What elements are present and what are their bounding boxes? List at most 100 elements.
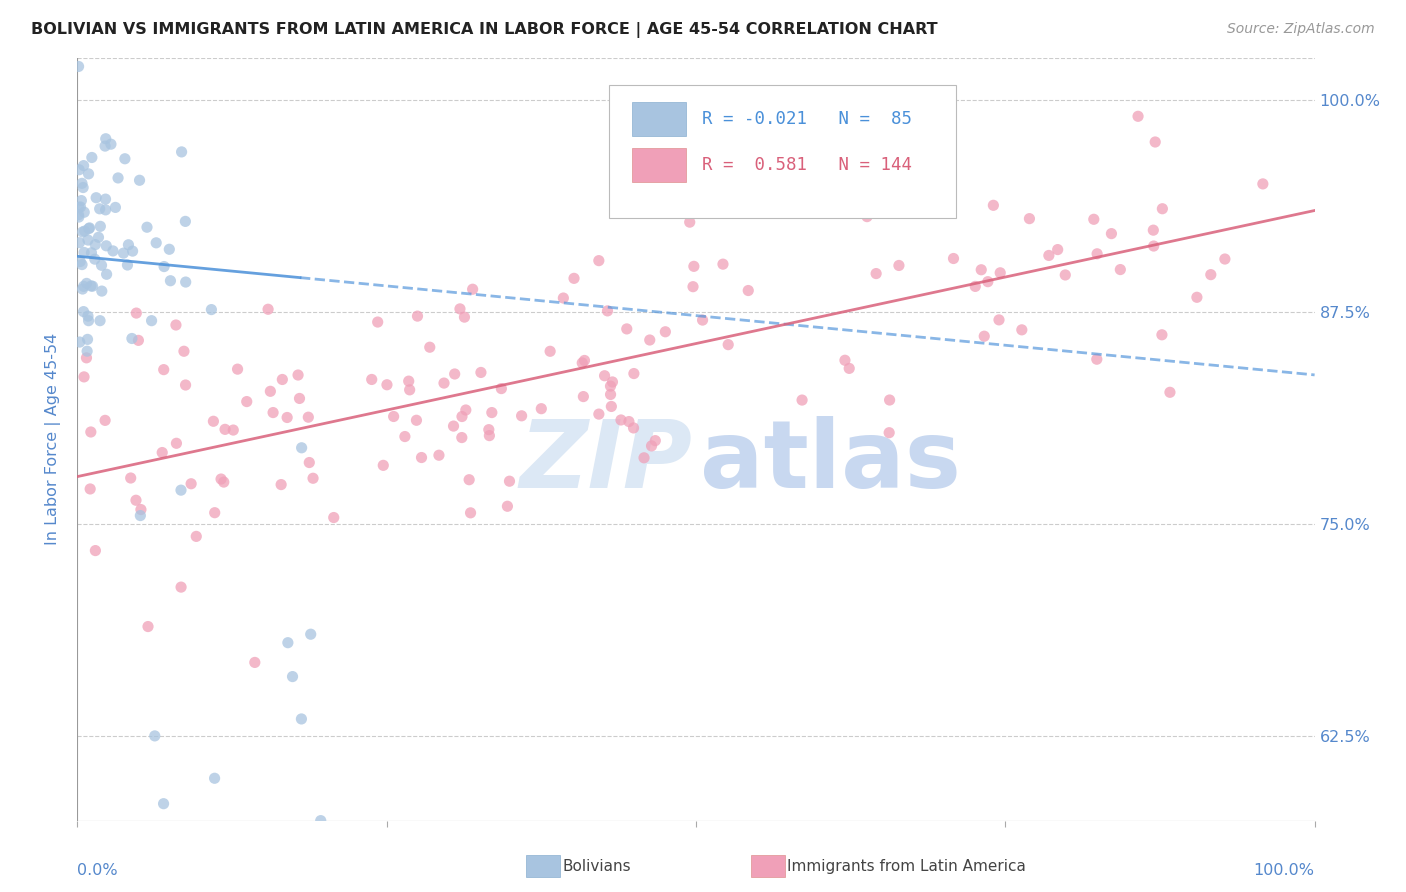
Point [67,162,90,177]
Point [481,406,503,420]
Point [89,313,111,327]
Point [373,458,395,473]
Point [1143,239,1166,253]
Point [271,372,294,386]
Point [77,309,100,323]
Point [80,425,103,439]
Point [67,200,90,214]
Point [270,477,292,491]
Point [77,167,100,181]
Point [94,139,117,153]
Point [174,214,197,228]
Point [498,474,520,488]
Point [70,194,93,208]
Point [70,258,93,272]
Point [141,313,163,327]
Point [443,367,465,381]
Point [654,325,676,339]
Point [1038,248,1060,262]
Point [80,245,103,260]
Point [262,406,284,420]
Point [72,279,94,293]
Point [94,132,117,146]
Text: Source: ZipAtlas.com: Source: ZipAtlas.com [1227,22,1375,37]
Point [69,200,91,214]
Point [243,656,266,670]
Point [287,368,309,382]
Point [599,387,621,401]
Text: Bolivians: Bolivians [562,859,631,873]
Point [174,378,197,392]
Point [226,362,249,376]
Point [553,291,575,305]
Point [1085,247,1108,261]
Point [394,429,416,443]
Point [593,368,616,383]
Point [235,394,257,409]
Point [128,173,150,187]
Point [117,258,139,272]
Point [80,279,103,293]
Point [152,797,174,811]
Point [406,309,429,323]
Point [596,304,619,318]
Point [72,282,94,296]
Point [73,205,96,219]
Point [259,830,281,845]
Text: R =  0.581   N = 144: R = 0.581 N = 144 [702,156,912,174]
Point [470,366,492,380]
Point [616,322,638,336]
Point [96,239,118,253]
Point [277,635,299,649]
Point [142,864,165,879]
Point [79,220,101,235]
Point [76,277,98,291]
Point [73,245,96,260]
Point [737,284,759,298]
Point [204,506,226,520]
Point [427,448,450,462]
Point [834,353,856,368]
Point [970,262,993,277]
Point [1046,243,1069,257]
Point [72,304,94,318]
Point [299,627,322,641]
Point [72,159,94,173]
Point [194,881,217,892]
Text: BOLIVIAN VS IMMIGRANTS FROM LATIN AMERICA IN LABOR FORCE | AGE 45-54 CORRELATION: BOLIVIAN VS IMMIGRANTS FROM LATIN AMERIC… [31,22,938,38]
Point [72,225,94,239]
Point [382,409,405,424]
Point [1152,202,1174,216]
Point [461,282,484,296]
Point [209,472,232,486]
Point [89,219,111,234]
Point [129,502,152,516]
Point [451,409,474,424]
Point [84,191,107,205]
Point [588,407,610,421]
Point [965,279,987,293]
Point [879,392,901,407]
Point [76,344,98,359]
Point [478,428,501,442]
Point [433,376,456,390]
Point [1142,223,1164,237]
Point [865,267,887,281]
Point [1159,385,1181,400]
Point [204,771,226,785]
Point [150,445,173,459]
Text: ZIP: ZIP [519,417,692,508]
Point [790,393,813,408]
Point [942,252,965,266]
Point [180,476,202,491]
Point [202,414,225,428]
Point [1213,252,1236,266]
Point [717,337,740,351]
Point [588,253,610,268]
Point [72,180,94,194]
Point [76,332,98,346]
Point [398,383,420,397]
Point [96,267,118,281]
Point [1083,212,1105,227]
Point [1144,135,1167,149]
